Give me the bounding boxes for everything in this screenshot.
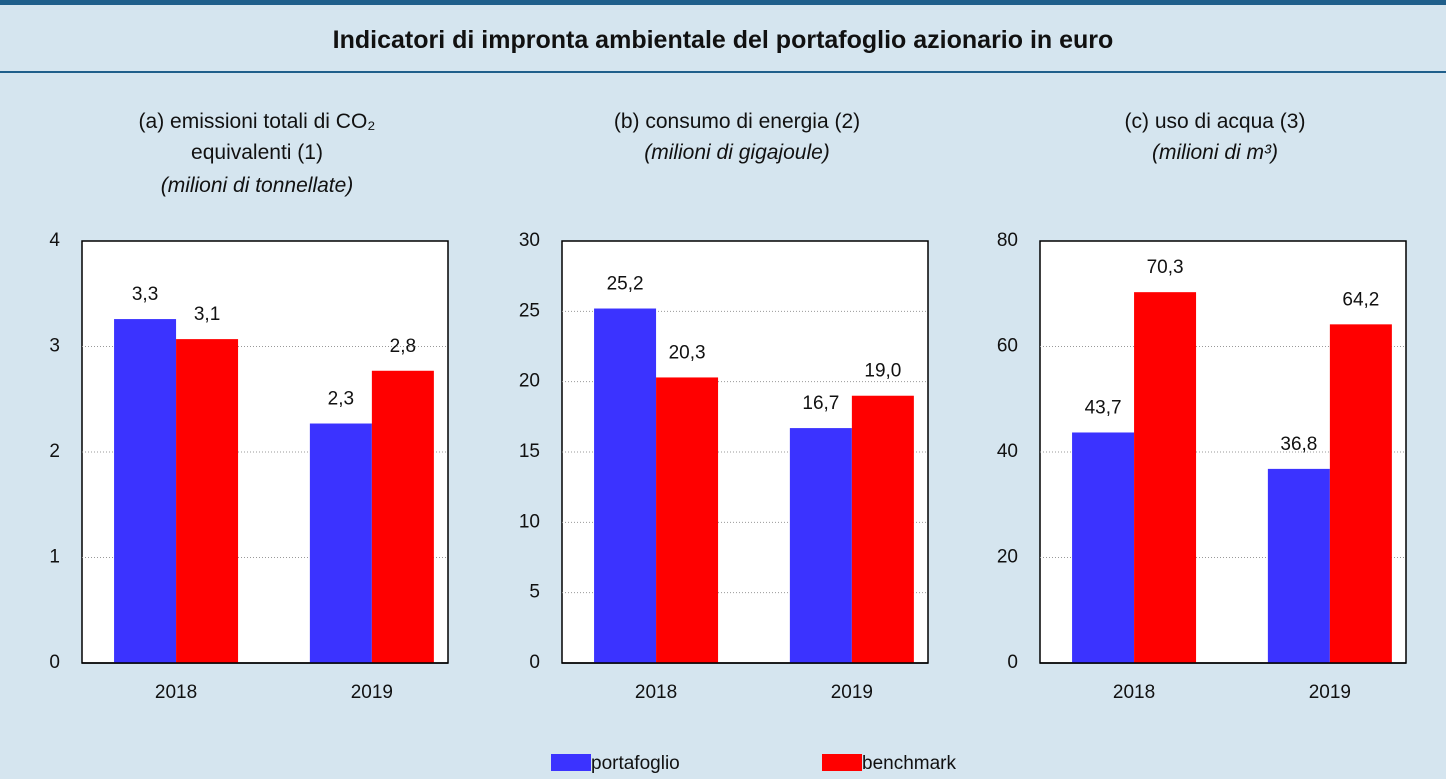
x-tick-label: 2019 xyxy=(1309,682,1351,703)
value-label: 36,8 xyxy=(1280,434,1317,455)
value-label: 64,2 xyxy=(1342,289,1379,310)
value-label: 3,3 xyxy=(132,284,158,305)
value-label: 2,8 xyxy=(390,336,416,357)
y-tick-label: 30 xyxy=(519,230,540,251)
bar xyxy=(114,319,177,663)
bar xyxy=(1072,432,1135,663)
y-tick-label: 80 xyxy=(997,230,1018,251)
bar xyxy=(309,423,372,663)
y-tick-label: 40 xyxy=(997,441,1018,462)
bar xyxy=(594,308,657,663)
x-tick-label: 2018 xyxy=(1113,682,1155,703)
x-tick-label: 2018 xyxy=(155,682,197,703)
y-tick-label: 60 xyxy=(997,336,1018,357)
panel-title: (b) consumo di energia (2) xyxy=(613,110,861,133)
y-tick-label: 20 xyxy=(997,547,1018,568)
bar xyxy=(176,339,239,663)
y-tick-label: 4 xyxy=(49,230,60,251)
value-label: 3,1 xyxy=(194,304,220,325)
top-rule xyxy=(0,0,1446,5)
x-tick-label: 2018 xyxy=(635,682,677,703)
value-label: 19,0 xyxy=(864,361,901,382)
value-label: 70,3 xyxy=(1147,257,1184,278)
y-tick-label: 0 xyxy=(529,652,540,673)
panel-title: (a) emissioni totali di CO₂ equivalenti … xyxy=(138,110,376,164)
y-tick-label: 0 xyxy=(1007,652,1018,673)
y-tick-label: 0 xyxy=(49,652,60,673)
legend-label: portafoglio xyxy=(591,753,680,774)
panel-unit: (milioni di tonnellate) xyxy=(160,174,354,197)
value-label: 43,7 xyxy=(1085,397,1122,418)
legend-swatch xyxy=(551,754,591,771)
bar xyxy=(371,370,434,663)
y-tick-label: 5 xyxy=(529,582,540,603)
bar xyxy=(851,395,914,663)
y-tick-label: 1 xyxy=(49,547,60,568)
panel-unit: (milioni di gigajoule) xyxy=(644,141,830,164)
y-tick-label: 15 xyxy=(519,441,540,462)
bar xyxy=(1329,324,1392,663)
main-title: Indicatori di impronta ambientale del po… xyxy=(332,26,1114,54)
x-tick-label: 2019 xyxy=(831,682,873,703)
y-tick-label: 10 xyxy=(519,511,540,532)
panel-unit: (milioni di m³) xyxy=(1152,141,1278,164)
y-tick-label: 2 xyxy=(49,441,60,462)
value-label: 2,3 xyxy=(328,389,354,410)
x-tick-label: 2019 xyxy=(351,682,393,703)
bar xyxy=(1267,468,1330,663)
bar xyxy=(1134,292,1197,663)
panel-title: (c) uso di acqua (3) xyxy=(1124,110,1306,133)
title-rule xyxy=(0,71,1446,73)
legend-label: benchmark xyxy=(862,753,956,774)
legend-swatch xyxy=(822,754,862,771)
value-label: 20,3 xyxy=(669,342,706,363)
value-label: 25,2 xyxy=(607,274,644,295)
y-tick-label: 3 xyxy=(49,336,60,357)
y-tick-label: 20 xyxy=(519,371,540,392)
bar xyxy=(789,428,852,663)
y-tick-label: 25 xyxy=(519,300,540,321)
value-label: 16,7 xyxy=(802,393,839,414)
bar xyxy=(656,377,719,663)
